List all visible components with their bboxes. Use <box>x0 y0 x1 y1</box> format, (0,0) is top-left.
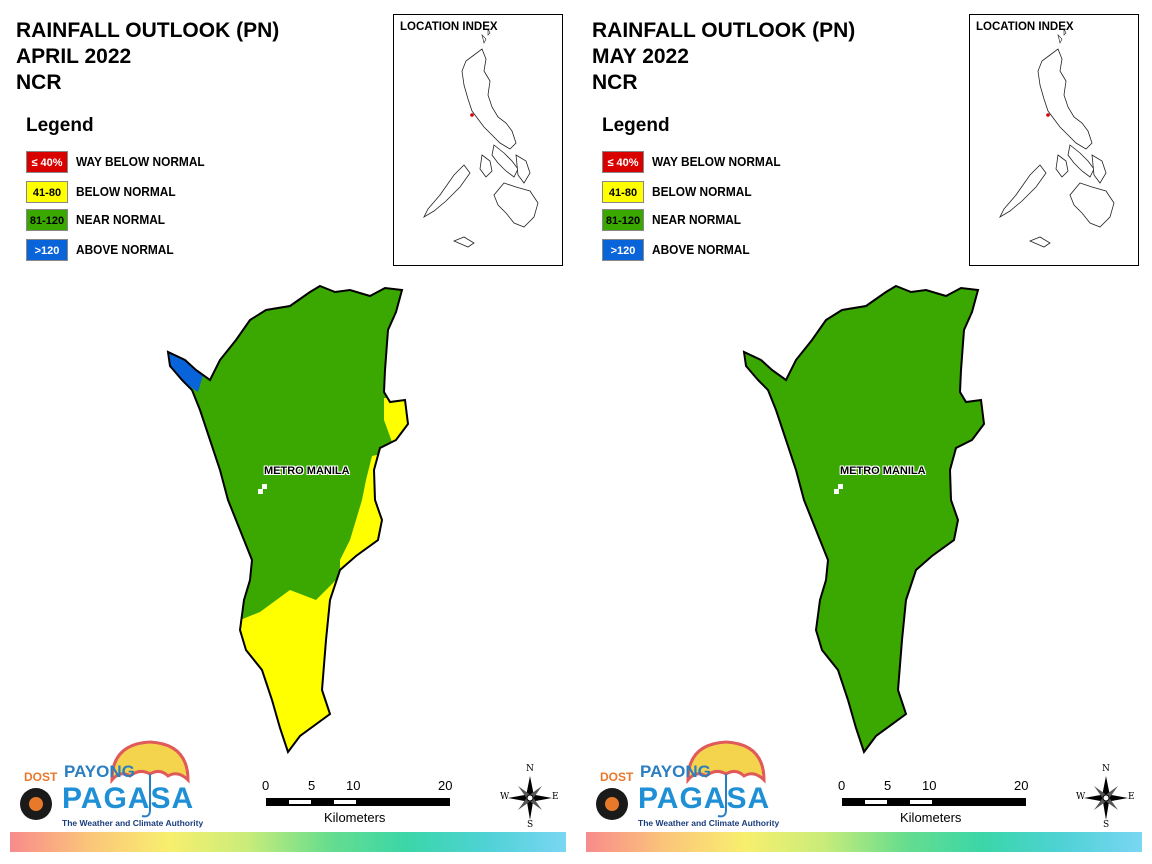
legend-item-below: 41-80 BELOW NORMAL <box>602 181 862 205</box>
metro-manila-label: METRO MANILA <box>264 465 350 477</box>
scale-tick: 20 <box>1014 778 1029 793</box>
title-line-3: NCR <box>592 71 638 94</box>
logo-tagline: The Weather and Climate Authority <box>638 818 780 828</box>
legend-label: NEAR NORMAL <box>76 213 166 227</box>
location-marker <box>834 489 839 494</box>
scale-tick: 20 <box>438 778 453 793</box>
scale-bar: 0 5 10 20 Kilometers <box>838 778 1038 828</box>
legend-label: ABOVE NORMAL <box>652 243 750 257</box>
footer-gradient-bar <box>10 832 566 852</box>
location-marker <box>262 484 267 489</box>
above-normal-region <box>168 340 204 392</box>
legend-swatch: ≤ 40% <box>26 151 68 173</box>
compass-n: N <box>526 764 534 774</box>
pagasa-text: PAGASA <box>638 782 771 815</box>
legend-item-above: >120 ABOVE NORMAL <box>602 239 862 263</box>
payong-pagasa-logo: DOST PAYONG PAGASA The Weather and Clima… <box>592 740 779 830</box>
legend-item-way-below: ≤ 40% WAY BELOW NORMAL <box>26 151 286 175</box>
legend-swatch: 41-80 <box>602 181 644 203</box>
location-index: LOCATION INDEX <box>969 14 1139 266</box>
compass-e: E <box>552 792 559 802</box>
map-title: RAINFALL OUTLOOK (PN) APRIL 2022 NCR <box>16 18 279 96</box>
dost-text: DOST <box>600 770 634 784</box>
location-marker <box>838 484 843 489</box>
dost-text: DOST <box>24 770 58 784</box>
location-index-title: LOCATION INDEX <box>976 21 1074 33</box>
scale-tick: 5 <box>308 778 316 793</box>
title-line-1: RAINFALL OUTLOOK (PN) <box>16 19 280 42</box>
compass-rose-icon <box>508 776 552 820</box>
panel-may: RAINFALL OUTLOOK (PN) MAY 2022 NCR Legen… <box>576 0 1152 864</box>
scale-bar: 0 5 10 20 Kilometers <box>262 778 462 828</box>
legend-label: BELOW NORMAL <box>76 185 176 199</box>
legend-label: WAY BELOW NORMAL <box>652 155 781 169</box>
scale-tick: 0 <box>838 778 846 793</box>
compass-e: E <box>1128 792 1135 802</box>
scale-bar-graphic <box>266 798 450 806</box>
scale-tick: 0 <box>262 778 270 793</box>
title-line-2: MAY 2022 <box>592 45 689 68</box>
title-line-2: APRIL 2022 <box>16 45 132 68</box>
compass-w: W <box>1076 792 1086 802</box>
legend-item-near: 81-120 NEAR NORMAL <box>602 209 862 233</box>
compass-s: S <box>527 820 534 830</box>
philippines-inset-map <box>999 28 1115 248</box>
payong-text: PAYONG <box>64 762 135 781</box>
scale-tick: 5 <box>884 778 892 793</box>
legend-swatch: 41-80 <box>26 181 68 203</box>
scale-unit: Kilometers <box>900 810 962 825</box>
ncr-rainfall-map <box>742 284 986 755</box>
compass-n: N <box>1102 764 1110 774</box>
legend-label: ABOVE NORMAL <box>76 243 174 257</box>
legend-heading: Legend <box>602 115 670 136</box>
legend-swatch: 81-120 <box>26 209 68 231</box>
panel-april: RAINFALL OUTLOOK (PN) APRIL 2022 NCR Leg… <box>10 14 566 852</box>
title-line-1: RAINFALL OUTLOOK (PN) <box>592 19 856 42</box>
legend-heading: Legend <box>26 115 94 136</box>
north-arrow: N S E W <box>1076 764 1136 830</box>
north-arrow: N S E W <box>500 764 560 830</box>
compass-s: S <box>1103 820 1110 830</box>
umbrella-icon <box>596 740 766 820</box>
legend-label: NEAR NORMAL <box>652 213 742 227</box>
below-normal-region <box>240 452 392 752</box>
legend-label: WAY BELOW NORMAL <box>76 155 205 169</box>
scale-unit: Kilometers <box>324 810 386 825</box>
legend-swatch: ≤ 40% <box>602 151 644 173</box>
ncr-rainfall-map <box>166 284 410 755</box>
legend-swatch: >120 <box>602 239 644 261</box>
title-line-3: NCR <box>16 71 62 94</box>
near-normal-region <box>742 284 986 755</box>
location-index-title: LOCATION INDEX <box>400 21 498 33</box>
pagasa-text: PAGASA <box>62 782 195 815</box>
legend-swatch: 81-120 <box>602 209 644 231</box>
umbrella-icon <box>20 740 190 820</box>
payong-pagasa-logo: DOST PAYONG PAGASA The Weather and Clima… <box>16 740 203 830</box>
legend-item-way-below: ≤ 40% WAY BELOW NORMAL <box>602 151 862 175</box>
location-index: LOCATION INDEX <box>393 14 563 266</box>
ncr-boundary <box>166 284 410 755</box>
payong-text: PAYONG <box>640 762 711 781</box>
metro-manila-label: METRO MANILA <box>840 465 926 477</box>
logo-tagline: The Weather and Climate Authority <box>62 818 204 828</box>
philippines-inset-map <box>423 28 539 248</box>
legend-swatch: >120 <box>26 239 68 261</box>
map-title: RAINFALL OUTLOOK (PN) MAY 2022 NCR <box>592 18 855 96</box>
compass-rose-icon <box>1084 776 1128 820</box>
footer-gradient-bar <box>586 832 1142 852</box>
legend-item-below: 41-80 BELOW NORMAL <box>26 181 286 205</box>
scale-tick: 10 <box>346 778 361 793</box>
compass-w: W <box>500 792 510 802</box>
legend-item-near: 81-120 NEAR NORMAL <box>26 209 286 233</box>
location-marker <box>258 489 263 494</box>
legend-label: BELOW NORMAL <box>652 185 752 199</box>
scale-tick: 10 <box>922 778 937 793</box>
legend-item-above: >120 ABOVE NORMAL <box>26 239 286 263</box>
scale-bar-graphic <box>842 798 1026 806</box>
